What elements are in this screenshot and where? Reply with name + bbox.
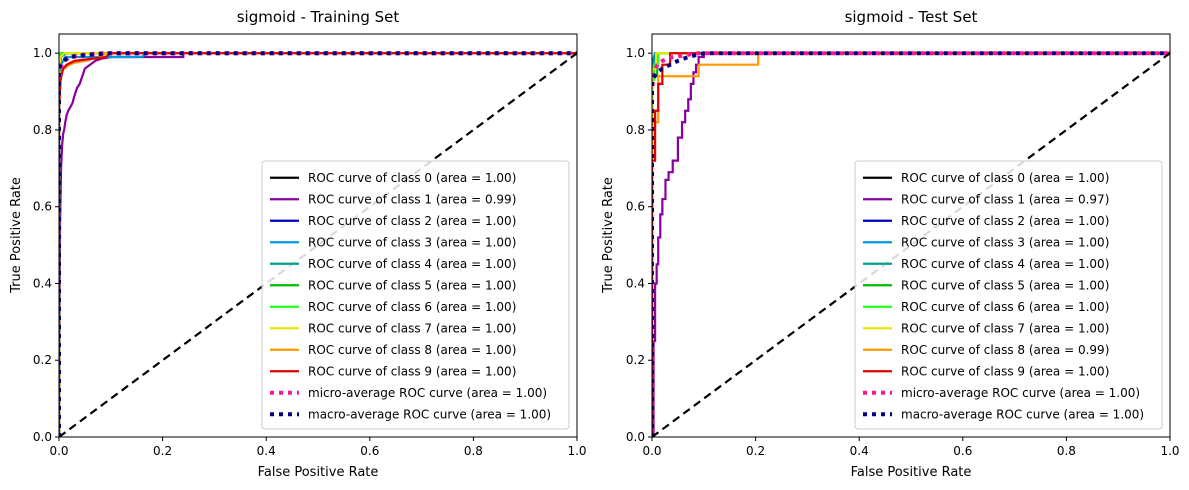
test-legend-label: ROC curve of class 1 (area = 0.97) xyxy=(901,192,1109,206)
test-legend-label: ROC curve of class 8 (area = 0.99) xyxy=(901,343,1109,357)
test-chart-title: sigmoid - Test Set xyxy=(845,8,978,26)
test-x-tick-label: 0.8 xyxy=(1057,444,1076,458)
training-legend: ROC curve of class 0 (area = 1.00) ROC cu… xyxy=(261,160,570,430)
test-legend-label: ROC curve of class 4 (area = 1.00) xyxy=(901,257,1109,271)
test-x-tick-label: 1.0 xyxy=(1160,444,1179,458)
test-plot-frame xyxy=(651,33,1171,438)
training-plot-frame xyxy=(58,33,578,438)
test-legend-label: ROC curve of class 0 (area = 1.00) xyxy=(901,171,1109,185)
test-series-11-line xyxy=(652,51,1170,437)
test-series-12-line xyxy=(652,52,1170,437)
training-x-tick-label: 0.8 xyxy=(464,444,483,458)
training-x-tick-label: 1.0 xyxy=(567,444,586,458)
test-set-panel: sigmoid - Test Set 0.0 0.2 0.4 0.6 0.8 1.00.0… xyxy=(601,8,1180,480)
training-legend-label: ROC curve of class 5 (area = 1.00) xyxy=(308,278,516,292)
test-legend: ROC curve of class 0 (area = 1.00) ROC cu… xyxy=(854,160,1163,430)
training-legend-label: ROC curve of class 0 (area = 1.00) xyxy=(308,171,516,185)
test-y-tick-label: 0.2 xyxy=(626,353,645,367)
test-legend-label: ROC curve of class 6 (area = 1.00) xyxy=(901,300,1109,314)
test-series-1-line xyxy=(652,52,1170,437)
training-legend-box xyxy=(261,160,570,430)
test-y-tick-label: 0.8 xyxy=(626,123,645,137)
training-legend-label: ROC curve of class 2 (area = 1.00) xyxy=(308,214,516,228)
training-y-tick-label: 0.8 xyxy=(33,123,52,137)
training-legend-label: ROC curve of class 9 (area = 1.00) xyxy=(308,364,516,378)
training-legend-label: ROC curve of class 7 (area = 1.00) xyxy=(308,321,516,335)
test-x-tick-label: 0.0 xyxy=(642,444,661,458)
test-curves xyxy=(652,51,1170,437)
training-series-12-line xyxy=(59,52,577,437)
training-y-tick-label: 1.0 xyxy=(33,46,52,60)
training-y-tick-label: 0.6 xyxy=(33,200,52,214)
training-legend-label: ROC curve of class 6 (area = 1.00) xyxy=(308,300,516,314)
training-x-axis-label: False Positive Rate xyxy=(258,465,379,480)
test-legend-label: macro-average ROC curve (area = 1.00) xyxy=(901,407,1144,421)
training-x-tick-label: 0.6 xyxy=(360,444,379,458)
training-legend-label: ROC curve of class 1 (area = 0.99) xyxy=(308,192,516,206)
test-y-tick-label: 0.4 xyxy=(626,276,645,290)
test-legend-label: ROC curve of class 2 (area = 1.00) xyxy=(901,214,1109,228)
training-legend-label: micro-average ROC curve (area = 1.00) xyxy=(308,386,547,400)
test-series-9-line xyxy=(652,52,1170,437)
test-legend-label: ROC curve of class 7 (area = 1.00) xyxy=(901,321,1109,335)
test-x-tick-label: 0.2 xyxy=(746,444,765,458)
training-y-axis-label: True Positive Rate xyxy=(9,177,24,294)
test-x-tick-label: 0.6 xyxy=(953,444,972,458)
training-y-tick-label: 0.0 xyxy=(33,430,52,444)
test-y-tick-label: 0.6 xyxy=(626,200,645,214)
test-legend-label: ROC curve of class 3 (area = 1.00) xyxy=(901,235,1109,249)
training-x-tick-label: 0.0 xyxy=(49,444,68,458)
training-x-tick-label: 0.2 xyxy=(153,444,172,458)
training-legend-label: ROC curve of class 8 (area = 1.00) xyxy=(308,343,516,357)
test-y-tick-label: 1.0 xyxy=(626,46,645,60)
training-legend-label: ROC curve of class 4 (area = 1.00) xyxy=(308,257,516,271)
training-legend-label: ROC curve of class 3 (area = 1.00) xyxy=(308,235,516,249)
test-legend-label: ROC curve of class 5 (area = 1.00) xyxy=(901,278,1109,292)
training-chart-title: sigmoid - Training Set xyxy=(237,8,400,26)
test-y-tick-label: 0.0 xyxy=(626,430,645,444)
test-y-axis-label: True Positive Rate xyxy=(601,177,616,294)
test-legend-label: micro-average ROC curve (area = 1.00) xyxy=(901,386,1140,400)
training-x-tick-label: 0.4 xyxy=(257,444,276,458)
training-ticks: 0.0 0.2 0.4 0.6 0.8 1.0 0.0 0.2 0.4 0.6 0.8 1.0 xyxy=(33,46,587,458)
test-x-axis-label: False Positive Rate xyxy=(851,465,972,480)
training-legend-label: macro-average ROC curve (area = 1.00) xyxy=(308,407,551,421)
test-ticks: 0.0 0.2 0.4 0.6 0.8 1.0 0.0 0.2 0.4 0.6 0.8 1.0 xyxy=(626,46,1180,458)
test-x-tick-label: 0.4 xyxy=(850,444,869,458)
test-series-10-line xyxy=(652,51,1170,437)
test-legend-box xyxy=(854,160,1163,430)
training-y-tick-label: 0.2 xyxy=(33,353,52,367)
test-legend-label: ROC curve of class 9 (area = 1.00) xyxy=(901,364,1109,378)
training-set-panel: sigmoid - Training Set 0.0 0.2 0.4 0.6 0.8 1.… xyxy=(9,8,587,480)
training-y-tick-label: 0.4 xyxy=(33,276,52,290)
